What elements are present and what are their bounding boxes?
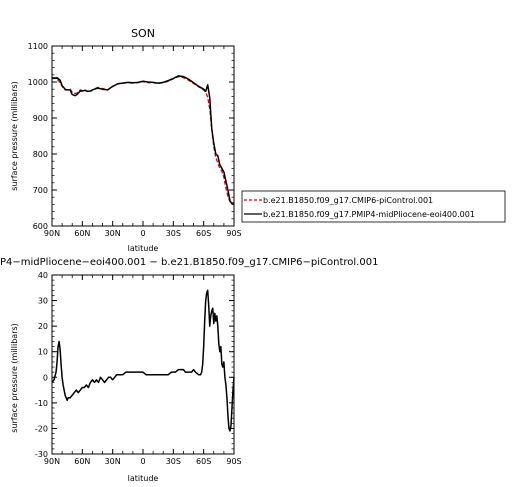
bottom-panel: P4−midPliocene−eoi400.001 − b.e21.B1850.…	[0, 257, 378, 483]
bottom-xtick-label: 0	[140, 457, 145, 466]
top-ytick-label: 700	[33, 186, 48, 195]
top-plot-area: 90N 60N 30N 0 30S 60S 90S 600 700 800 900 1000 1100	[28, 42, 242, 238]
bottom-xtick-label: 60S	[196, 457, 211, 466]
top-xtick-label: 60N	[74, 229, 90, 238]
bottom-ytick-label: -10	[35, 399, 48, 408]
legend: b.e21.B1850.f09_g17.CMIP6-piControl.001 …	[241, 190, 506, 223]
legend-box	[241, 190, 506, 223]
bottom-xtick-label: 60N	[74, 457, 90, 466]
bottom-series-line-1	[51, 289, 235, 432]
top-ylabel: surface pressure (millibars)	[10, 81, 19, 191]
top-ytick-label: 900	[33, 114, 48, 123]
legend-label-series-1: b.e21.B1850.f09_g17.CMIP6-piControl.001	[263, 196, 433, 205]
top-title: SON	[131, 27, 155, 40]
top-xtick-label: 30N	[105, 229, 121, 238]
bottom-plot-frame	[51, 274, 235, 455]
top-ytick-label: 600	[33, 222, 48, 231]
bottom-ytick-label: 0	[43, 373, 48, 382]
bottom-ytick-label: 10	[38, 348, 48, 357]
top-ytick-label: 1100	[28, 42, 48, 51]
bottom-ytick-label: 40	[38, 271, 48, 280]
bottom-ytick-label: 30	[38, 297, 48, 306]
top-xtick-label: 90S	[226, 229, 241, 238]
top-xtick-label: 90N	[44, 229, 60, 238]
bottom-plot-area: 90N 60N 30N 0 30S 60S 90S -30 -20 -10 0 10 20 30 40	[35, 271, 242, 466]
legend-label-series-2: b.e21.B1850.f09_g17.PMIP4-midPliocene-eo…	[263, 210, 475, 219]
bottom-ytick-label: -30	[35, 450, 48, 459]
top-xtick-label: 30S	[166, 229, 181, 238]
top-plot-frame	[51, 45, 235, 227]
top-panel: SON 90N 60N 30N 0 30S 60S 90S 600 700 800 900 1000 1…	[10, 27, 242, 253]
bottom-xlabel: latitude	[128, 474, 159, 483]
bottom-xtick-label: 30S	[166, 457, 181, 466]
bottom-ytick-label: 20	[38, 322, 48, 331]
top-ytick-label: 800	[33, 150, 48, 159]
bottom-xtick-label: 90S	[226, 457, 241, 466]
bottom-ytick-label: -20	[35, 424, 48, 433]
top-series-line-1	[52, 75, 234, 204]
top-series-line-2	[52, 75, 235, 206]
bottom-xtick-label: 30N	[105, 457, 121, 466]
top-xlabel: latitude	[128, 244, 159, 253]
top-ytick-label: 1000	[28, 78, 48, 87]
top-xtick-label: 0	[140, 229, 145, 238]
top-xtick-label: 60S	[196, 229, 211, 238]
bottom-xtick-label: 90N	[44, 457, 60, 466]
bottom-title: P4−midPliocene−eoi400.001 − b.e21.B1850.…	[0, 257, 378, 268]
bottom-ylabel: surface pressure (millibars)	[10, 323, 19, 433]
